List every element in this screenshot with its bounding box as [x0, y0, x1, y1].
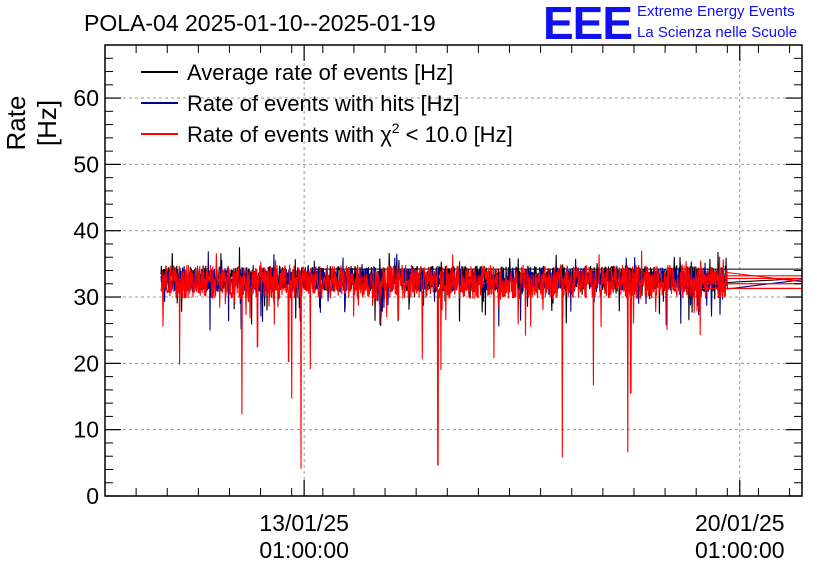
eee-logo: EEE [543, 0, 633, 49]
y-tick-label: 20 [73, 350, 99, 376]
x-tick-label-time: 01:00:00 [259, 537, 349, 563]
series-line-3 [160, 250, 803, 469]
legend-label-chi2: Rate of events with χ2 < 10.0 [Hz] [187, 120, 513, 147]
legend-label-hits: Rate of events with hits [Hz] [187, 91, 460, 116]
y-tick-label: 10 [73, 417, 99, 443]
y-tick-label: 30 [73, 284, 99, 310]
legend: Average rate of events [Hz] Rate of even… [141, 60, 513, 147]
y-tick-label: 40 [73, 218, 99, 244]
x-tick-label-date: 13/01/25 [259, 510, 349, 536]
axis-ticks: 010203040506013/01/2501:00:0020/01/2501:… [73, 44, 802, 563]
logo-line-2: La Scienza nelle Scuole [637, 24, 798, 41]
y-tick-label: 0 [86, 483, 99, 509]
x-tick-label-date: 20/01/25 [695, 510, 785, 536]
grid-lines [105, 45, 802, 496]
series-group [160, 247, 803, 469]
y-tick-label: 50 [73, 151, 99, 177]
logo-line-1: Extreme Energy Events [637, 3, 795, 20]
chart-title: POLA-04 2025-01-10--2025-01-19 [84, 10, 436, 36]
x-tick-label-time: 01:00:00 [695, 537, 785, 563]
y-tick-label: 60 [73, 85, 99, 111]
legend-label-average: Average rate of events [Hz] [187, 60, 453, 85]
